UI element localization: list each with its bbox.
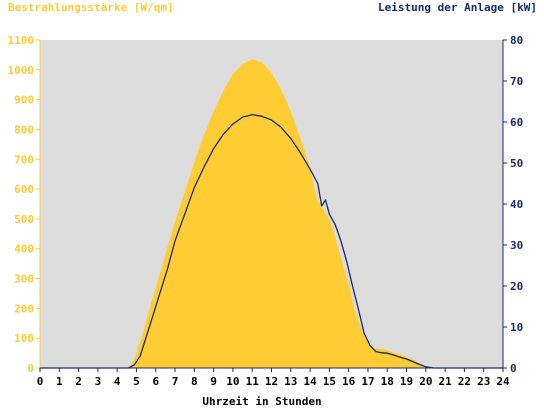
- left-tick-label: 1100: [8, 34, 35, 47]
- power-series: [40, 113, 503, 369]
- x-tick-label: 9: [210, 375, 217, 388]
- left-tick-label: 1000: [8, 64, 35, 77]
- x-tick-label: 13: [284, 375, 297, 388]
- x-tick-label: 23: [477, 375, 490, 388]
- left-tick-label: 100: [14, 332, 34, 345]
- right-tick-label: 60: [510, 116, 523, 129]
- left-axis-label: Bestrahlungsstärke [W/qm]: [8, 1, 174, 14]
- right-tick-label: 20: [510, 280, 523, 293]
- x-tick-label: 12: [265, 375, 278, 388]
- right-tick-label: 0: [510, 362, 517, 375]
- x-tick-label: 18: [381, 375, 394, 388]
- x-tick-label: 8: [191, 375, 198, 388]
- x-tick-label: 3: [95, 375, 102, 388]
- left-tick-label: 400: [14, 243, 34, 256]
- left-tick-label: 0: [27, 362, 34, 375]
- x-tick-label: 20: [419, 375, 432, 388]
- x-tick-label: 19: [400, 375, 413, 388]
- right-axis-label: Leistung der Anlage [kW]: [378, 1, 537, 14]
- left-axis-ticks: 0 100 200 300 400 500 600 700 800 900 1000 1100: [8, 34, 40, 375]
- x-tick-label: 4: [114, 375, 121, 388]
- left-tick-label: 600: [14, 183, 34, 196]
- irradiance-area: [40, 59, 503, 369]
- power-line: [40, 113, 503, 369]
- x-tick-label: 22: [458, 375, 471, 388]
- right-tick-label: 10: [510, 321, 523, 334]
- right-tick-label: 40: [510, 198, 523, 211]
- irradiance-series: [40, 59, 503, 369]
- x-tick-label: 15: [323, 375, 336, 388]
- x-tick-label: 0: [37, 375, 44, 388]
- x-tick-label: 5: [133, 375, 140, 388]
- x-tick-label: 11: [246, 375, 260, 388]
- x-tick-label: 24: [496, 375, 510, 388]
- x-tick-label: 21: [439, 375, 453, 388]
- x-tick-label: 1: [56, 375, 63, 388]
- x-tick-label: 6: [152, 375, 159, 388]
- left-tick-label: 300: [14, 273, 34, 286]
- x-tick-label: 14: [303, 375, 317, 388]
- x-tick-label: 2: [75, 375, 82, 388]
- x-axis-label: Uhrzeit in Stunden: [202, 395, 321, 408]
- left-tick-label: 500: [14, 213, 34, 226]
- left-tick-label: 700: [14, 153, 34, 166]
- x-tick-label: 7: [172, 375, 179, 388]
- left-tick-label: 900: [14, 94, 34, 107]
- right-tick-label: 70: [510, 75, 523, 88]
- x-axis-ticks: 0 1 2 3 4 5 6 7 8 9 10 11 12 13 14 15 16 17 18 19 20 21 22 23 24: [37, 368, 510, 388]
- left-tick-label: 200: [14, 302, 34, 315]
- right-tick-label: 80: [510, 34, 523, 47]
- right-tick-label: 30: [510, 239, 523, 252]
- right-tick-label: 50: [510, 157, 523, 170]
- x-tick-label: 17: [361, 375, 374, 388]
- right-axis-ticks: 0 10 20 30 40 50 60 70 80: [503, 34, 523, 375]
- left-tick-label: 800: [14, 123, 34, 136]
- x-tick-label: 10: [226, 375, 239, 388]
- x-tick-label: 16: [342, 375, 356, 388]
